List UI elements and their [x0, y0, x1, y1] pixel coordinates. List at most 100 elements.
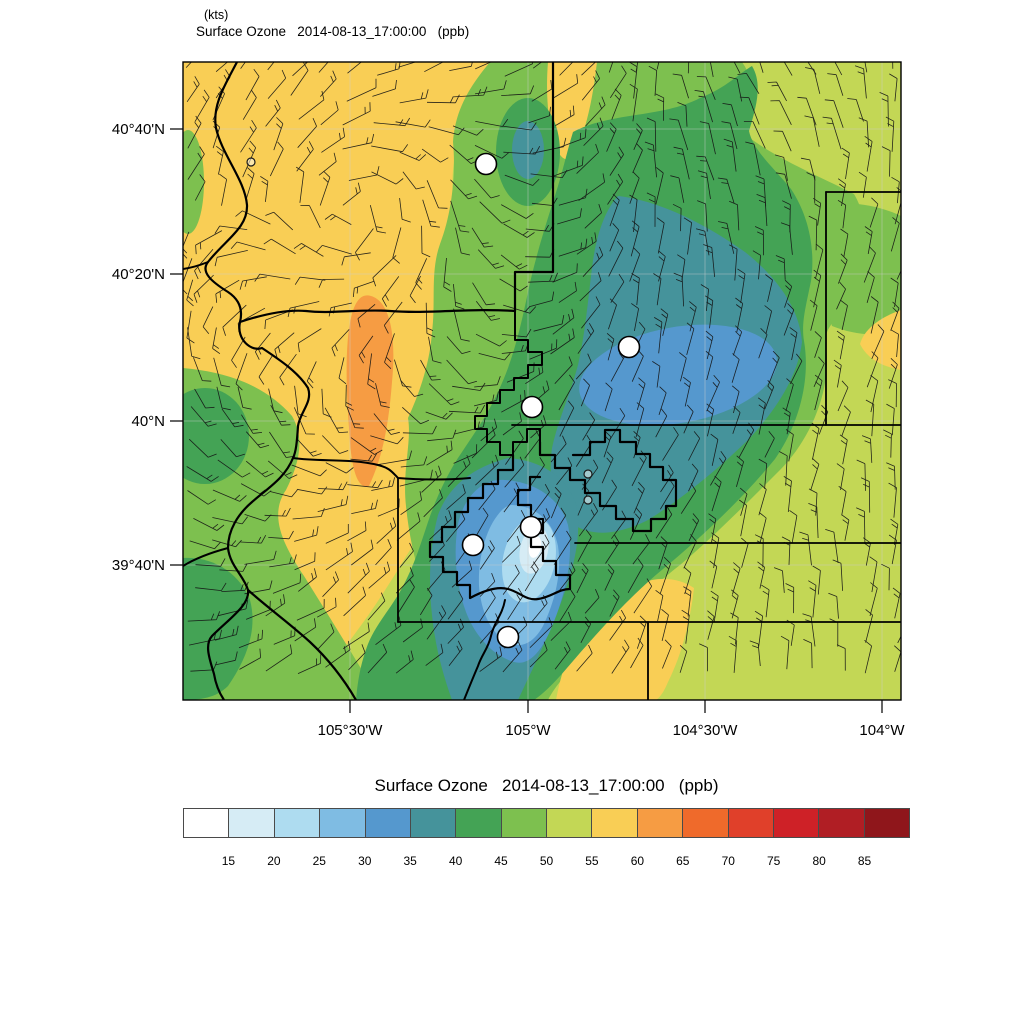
wind-barb: [739, 96, 760, 125]
wind-barb: [836, 330, 845, 360]
wind-barb: [652, 361, 661, 388]
wind-barb: [501, 204, 534, 219]
wind-barb: [864, 135, 873, 172]
wind-barb: [501, 390, 526, 413]
wind-barb: [576, 562, 589, 594]
wind-barb: [611, 639, 630, 674]
colorbar-cell-3: [320, 809, 366, 837]
lon-tick-label: 104°W: [859, 722, 905, 739]
wind-barb: [840, 228, 849, 257]
wind-barb: [325, 542, 353, 571]
wind-barb: [531, 80, 553, 102]
wind-barb: [578, 503, 599, 537]
wind-barb: [579, 272, 602, 302]
wind-barb: [559, 562, 576, 591]
wind-barb: [350, 437, 383, 455]
wind-barb: [632, 143, 643, 174]
wind-barb: [501, 85, 535, 96]
colorbar-tick-label: 65: [676, 854, 690, 868]
wind-barb: [606, 122, 617, 152]
wind-barb: [425, 643, 444, 666]
wind-barb: [683, 404, 694, 434]
wind-barb: [767, 350, 780, 387]
wind-barb: [581, 62, 597, 76]
wind-barb: [610, 273, 625, 303]
colorbar-cell-12: [728, 809, 774, 837]
wind-barb: [214, 651, 238, 666]
wind-barb: [294, 618, 317, 642]
wind-barb: [384, 333, 395, 369]
wind-barb: [688, 513, 700, 542]
county-branch-west-upper: [183, 261, 209, 270]
wind-barb: [381, 276, 400, 307]
colorbar-cell-0: [184, 809, 230, 837]
wind-barb: [752, 250, 761, 280]
wind-barb: [395, 650, 414, 674]
county-wavy-main: [204, 62, 311, 700]
wind-barb: [696, 155, 715, 181]
colorbar-cell-13: [773, 809, 820, 837]
wind-barb: [806, 172, 816, 203]
wind-barb: [342, 622, 370, 650]
wind-barb: [804, 115, 820, 147]
wind-barb: [582, 246, 604, 277]
wind-barb: [797, 96, 817, 126]
wind-barb: [263, 238, 296, 255]
wind-barb: [644, 141, 657, 178]
colorbar-tick-label: 60: [630, 854, 645, 868]
wind-barb: [471, 227, 494, 248]
wind-barb: [578, 173, 605, 201]
wind-barb: [554, 356, 573, 384]
wind-barb: [729, 200, 740, 231]
lat-tick-label: 40°20'N: [112, 266, 165, 283]
wind-barb: [322, 571, 339, 597]
wind-barb: [428, 126, 465, 136]
wind-barb: [576, 232, 597, 255]
wind-barb: [847, 98, 864, 122]
wind-barb: [316, 245, 352, 255]
colorbar-tick-label: 20: [267, 854, 281, 868]
wind-barb: [295, 166, 305, 203]
wind-barb: [728, 635, 738, 673]
wind-barb: [346, 406, 364, 429]
wind-barb: [673, 146, 690, 180]
wind-barb: [660, 464, 674, 493]
wind-barb: [810, 458, 820, 491]
wind-barb: [214, 250, 248, 267]
colorbar-cell-14: [819, 809, 865, 837]
wind-barb: [499, 278, 528, 292]
wind-barb: [238, 629, 263, 649]
wind-barb: [240, 119, 257, 153]
wind-barb: [779, 451, 788, 486]
wind-barb: [478, 352, 511, 361]
wind-barb: [331, 329, 350, 357]
wind-barb: [611, 510, 627, 539]
wind-barb: [608, 298, 617, 330]
wind-barb: [375, 383, 390, 408]
wind-barb: [680, 483, 697, 514]
wind-barb: [558, 374, 575, 411]
wind-barb: [840, 299, 848, 331]
wind-barb: [813, 269, 822, 308]
wind-barb: [609, 223, 620, 252]
colorbar-tick-label: 55: [585, 854, 599, 868]
wind-barb: [775, 172, 792, 199]
wind-barb: [290, 62, 309, 96]
wind-barb: [399, 151, 427, 161]
wind-barb: [881, 146, 891, 177]
wind-barb: [836, 281, 846, 310]
wind-barb: [706, 375, 720, 412]
wind-barb: [245, 431, 270, 449]
wind-barb: [758, 328, 768, 359]
wind-barb: [636, 377, 646, 411]
wind-barb: [550, 328, 575, 355]
wind-barb: [421, 225, 431, 258]
wind-barb: [394, 359, 412, 388]
wind-barb: [383, 301, 403, 334]
wind-barb: [296, 437, 322, 457]
wind-barb: [212, 516, 248, 525]
wind-barb: [532, 62, 543, 69]
wind-barb: [732, 406, 741, 434]
wind-barb: [294, 276, 326, 285]
wind-barb: [450, 200, 470, 233]
